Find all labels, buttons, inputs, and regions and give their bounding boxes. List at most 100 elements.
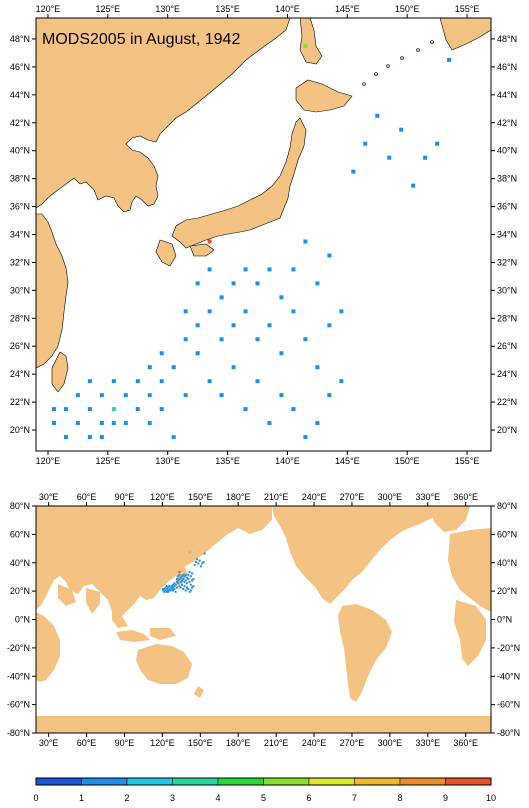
x-tick-label: 90°E bbox=[115, 738, 135, 748]
y-tick-label: 40°N bbox=[10, 146, 30, 156]
y-tick-label: -60°N bbox=[497, 700, 520, 710]
observation-cell bbox=[303, 43, 308, 48]
x-tick-label: 60°E bbox=[77, 492, 97, 502]
observation-cell bbox=[171, 365, 176, 370]
observation-cell-global bbox=[168, 589, 171, 592]
observation-cell bbox=[303, 435, 308, 440]
observation-cell-global bbox=[179, 586, 182, 589]
observation-cell bbox=[435, 141, 440, 146]
observation-cell bbox=[267, 323, 272, 328]
observation-cell-global bbox=[184, 579, 187, 582]
y-tick-label: 20°N bbox=[10, 586, 30, 596]
y-tick-label: -80°N bbox=[497, 728, 520, 738]
observation-cell-global bbox=[183, 585, 186, 588]
observation-cell-global bbox=[164, 586, 167, 589]
observation-cell-global bbox=[197, 562, 200, 565]
observation-cell bbox=[399, 127, 404, 132]
observation-cell-global bbox=[169, 586, 172, 589]
y-tick-label: 26°N bbox=[10, 341, 30, 351]
observation-cell bbox=[387, 155, 392, 160]
y-tick-label: 38°N bbox=[10, 174, 30, 184]
y-tick-label: 48°N bbox=[10, 34, 30, 44]
observation-cell bbox=[351, 169, 356, 174]
y-tick-label: 28°N bbox=[10, 313, 30, 323]
colorbar-swatch bbox=[399, 777, 446, 786]
observation-cell-global bbox=[162, 587, 165, 590]
colorbar-swatch bbox=[217, 777, 264, 786]
observation-cell bbox=[267, 267, 272, 272]
x-tick-label: 125°E bbox=[96, 4, 121, 14]
observation-cell-global bbox=[173, 587, 176, 590]
observation-cell-global bbox=[165, 590, 168, 593]
y-tick-label: 42°N bbox=[10, 118, 30, 128]
y-tick-label: 22°N bbox=[497, 397, 517, 407]
y-tick-label: 48°N bbox=[497, 34, 517, 44]
y-tick-label: 38°N bbox=[497, 174, 517, 184]
observation-cell-global bbox=[167, 586, 170, 589]
observation-cell-global bbox=[174, 583, 177, 586]
observation-cell-global bbox=[168, 585, 171, 588]
observation-cell-global bbox=[178, 573, 181, 576]
x-tick-label: 120°E bbox=[36, 4, 61, 14]
top-map-x-ticks: 120°E 120°E 125°E 125°E 130°E 130°E 135°E 135°E… bbox=[36, 4, 480, 466]
global-map: 30°E 30°E 60°E 60°E 90°E 90°E 120°E 120°E 150°E 1… bbox=[7, 492, 520, 748]
observation-cell-global bbox=[173, 582, 176, 585]
observation-cell bbox=[279, 393, 284, 398]
observation-cell-global bbox=[173, 585, 176, 588]
observation-cell-global bbox=[165, 587, 168, 590]
y-tick-label: 80°N bbox=[10, 501, 30, 511]
y-tick-label: 36°N bbox=[10, 202, 30, 212]
x-tick-label: 90°E bbox=[115, 492, 135, 502]
observation-cell bbox=[327, 323, 332, 328]
observation-cell-global bbox=[182, 578, 185, 581]
observation-cell-global bbox=[201, 562, 204, 565]
observation-cell-global bbox=[189, 583, 192, 586]
observation-cell bbox=[279, 351, 284, 356]
observation-cell bbox=[183, 309, 188, 314]
observation-cell bbox=[99, 435, 104, 440]
y-tick-label: 20°N bbox=[10, 425, 30, 435]
observation-cell bbox=[87, 407, 92, 412]
y-tick-label: 46°N bbox=[10, 62, 30, 72]
colorbar-label: 8 bbox=[397, 793, 402, 803]
y-tick-label: 40°N bbox=[10, 558, 30, 568]
observation-cell-global bbox=[170, 587, 173, 590]
observation-cell-global bbox=[184, 573, 187, 576]
observation-cell-global bbox=[175, 578, 178, 581]
observation-cell bbox=[267, 421, 272, 426]
observation-cell bbox=[183, 337, 188, 342]
observation-cell bbox=[159, 351, 164, 356]
observation-cell bbox=[111, 407, 116, 412]
y-tick-label: 34°N bbox=[497, 230, 517, 240]
observation-cell-global bbox=[167, 590, 170, 593]
observation-cell bbox=[147, 393, 152, 398]
y-tick-label: -40°N bbox=[497, 671, 520, 681]
y-tick-label: 30°N bbox=[10, 285, 30, 295]
colorbar-swatch bbox=[445, 777, 492, 786]
y-tick-label: 20°N bbox=[497, 586, 517, 596]
y-tick-label: 32°N bbox=[497, 257, 517, 267]
x-tick-label: 330°E bbox=[415, 738, 440, 748]
y-tick-label: 24°N bbox=[497, 369, 517, 379]
observation-cell-global bbox=[188, 570, 191, 573]
observation-cell bbox=[135, 407, 140, 412]
y-tick-label: -20°N bbox=[7, 643, 30, 653]
observation-cell-global bbox=[189, 575, 192, 578]
x-tick-label: 130°E bbox=[155, 4, 180, 14]
observation-cell-global bbox=[169, 589, 172, 592]
observation-cell bbox=[291, 267, 296, 272]
observation-cell-global bbox=[175, 580, 178, 583]
observation-cell-global bbox=[162, 589, 165, 592]
y-tick-label: 60°N bbox=[10, 529, 30, 539]
observation-cell bbox=[147, 365, 152, 370]
observation-cell-global bbox=[180, 575, 183, 578]
observation-cell-global bbox=[168, 587, 171, 590]
y-tick-label: 0°N bbox=[15, 615, 30, 625]
y-tick-label: 30°N bbox=[497, 285, 517, 295]
x-tick-label: 360°E bbox=[453, 492, 478, 502]
x-tick-label: 120°E bbox=[150, 738, 175, 748]
observation-cell bbox=[291, 309, 296, 314]
y-tick-label: 32°N bbox=[10, 257, 30, 267]
observation-cell bbox=[243, 407, 248, 412]
x-tick-label: 135°E bbox=[215, 456, 240, 466]
